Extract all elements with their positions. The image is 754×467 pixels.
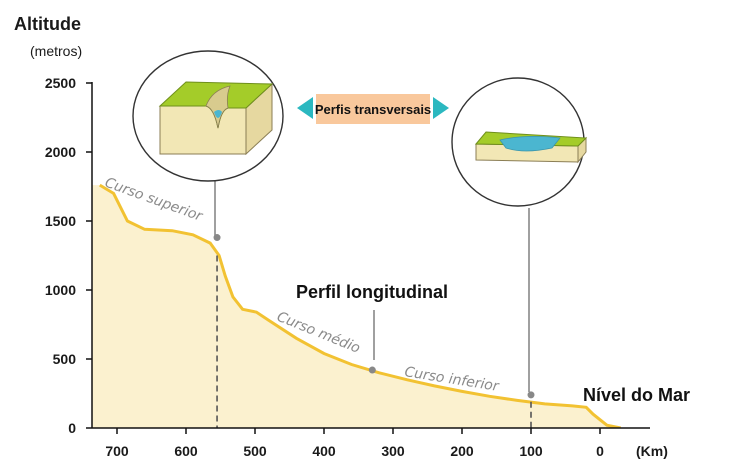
y-axis-ticks: 2500 2000 1500 1000 500 0 <box>45 75 92 436</box>
y-tick-label: 500 <box>53 351 77 367</box>
profile-marker-dot <box>213 234 221 242</box>
x-tick-label: 700 <box>105 443 129 459</box>
x-tick-label: 400 <box>312 443 336 459</box>
lower-course-cross-section <box>451 77 588 207</box>
y-tick-label: 2000 <box>45 144 76 160</box>
right-arrow-icon <box>433 97 449 119</box>
x-tick-label: 0 <box>596 443 604 459</box>
y-tick-label: 1000 <box>45 282 76 298</box>
x-tick-label: 200 <box>450 443 474 459</box>
y-axis-unit: (metros) <box>30 43 82 59</box>
cross-profiles-label: Perfis transversais <box>315 102 431 117</box>
cross-profiles-box <box>316 94 430 124</box>
upper-section-water <box>214 110 222 118</box>
y-tick-label: 1500 <box>45 213 76 229</box>
x-axis-unit: (Km) <box>636 443 668 459</box>
profile-marker-dot <box>527 391 535 399</box>
profile-area <box>92 185 621 428</box>
x-tick-label: 500 <box>243 443 267 459</box>
left-arrow-icon <box>297 97 313 119</box>
y-axis-title: Altitude <box>14 14 81 34</box>
profile-marker-dot <box>368 366 376 374</box>
upper-section-valley <box>205 85 231 129</box>
lower-section-water <box>499 136 561 152</box>
upper-section-soil <box>159 105 247 155</box>
x-tick-label: 600 <box>174 443 198 459</box>
longitudinal-profile-label: Perfil longitudinal <box>296 282 448 302</box>
sea-level-label: Nível do Mar <box>583 385 690 405</box>
cross-profiles-callout: Perfis transversais <box>297 94 449 124</box>
profile-markers <box>213 234 535 399</box>
y-tick-label: 2500 <box>45 75 76 91</box>
x-axis-ticks: 700 600 500 400 300 200 100 0 <box>105 428 604 459</box>
upper-course-cross-section <box>132 50 284 182</box>
y-tick-label: 0 <box>68 420 76 436</box>
longitudinal-profile-line <box>99 183 621 428</box>
x-tick-label: 300 <box>381 443 405 459</box>
x-tick-label: 100 <box>519 443 543 459</box>
